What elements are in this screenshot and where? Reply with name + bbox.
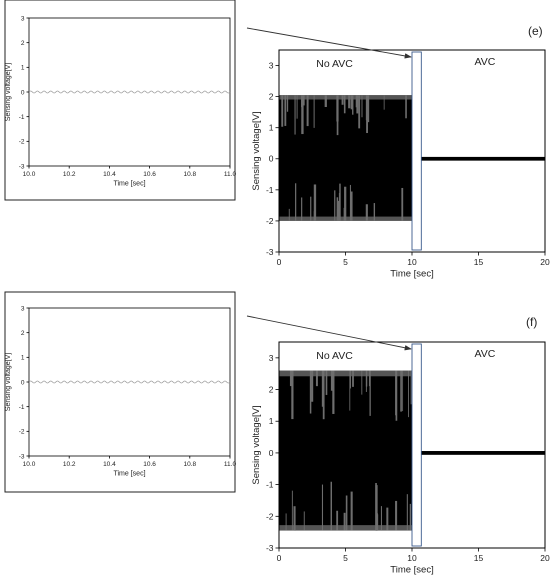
y-axis-label: Sensing voltage[V] xyxy=(251,111,262,190)
no-avc-signal-streaks xyxy=(285,370,412,531)
y-tick-label: 3 xyxy=(21,305,25,312)
x-tick-label: 0 xyxy=(277,257,282,267)
x-tick-label: 10 xyxy=(407,257,417,267)
x-tick-label: 15 xyxy=(474,257,484,267)
y-tick-label: -1 xyxy=(266,480,274,490)
y-tick-label: 0 xyxy=(21,379,25,386)
y-tick-label: 0 xyxy=(269,448,274,458)
zoom-window-box xyxy=(411,51,422,251)
y-tick-label: -2 xyxy=(19,429,25,436)
voltage-trace xyxy=(28,380,231,384)
y-tick-label: -3 xyxy=(19,453,25,460)
x-axis-label: Time [sec] xyxy=(113,471,145,478)
y-tick-label: -2 xyxy=(19,139,25,146)
y-tick-label: 1 xyxy=(269,123,274,133)
y-axis-label: Sensing voltage[V] xyxy=(5,63,12,121)
y-tick-label: -1 xyxy=(266,185,274,195)
y-tick-label: -1 xyxy=(19,404,25,411)
y-axis-label: Sensing voltage[V] xyxy=(5,353,12,411)
y-tick-label: -3 xyxy=(266,247,274,257)
x-tick-label: 20 xyxy=(540,257,550,267)
no-avc-signal-core xyxy=(279,376,412,526)
y-tick-label: 1 xyxy=(21,355,25,362)
y-tick-label: 2 xyxy=(21,330,25,337)
x-tick-label: 5 xyxy=(343,553,348,563)
x-tick-label: 10.2 xyxy=(63,171,76,178)
y-tick-label: 2 xyxy=(269,385,274,395)
x-tick-label: 10 xyxy=(407,553,417,563)
y-tick-label: -2 xyxy=(266,511,274,521)
inset-frame xyxy=(4,0,236,201)
y-tick-label: 3 xyxy=(21,15,25,22)
zoom-window-box xyxy=(411,343,422,547)
y-tick-label: 2 xyxy=(269,92,274,102)
x-tick-label: 11.0 xyxy=(224,461,237,468)
avc-signal xyxy=(412,156,545,161)
x-tick-label: 11.0 xyxy=(224,171,237,178)
x-tick-label: 15 xyxy=(474,553,484,563)
x-tick-label: 20 xyxy=(540,553,550,563)
panel-label: (f) xyxy=(526,315,537,329)
x-tick-label: 10.0 xyxy=(23,461,36,468)
avc-signal xyxy=(412,451,545,455)
x-tick-label: 10.8 xyxy=(183,461,196,468)
x-tick-label: 10.6 xyxy=(143,461,156,468)
y-tick-label: 3 xyxy=(269,61,274,71)
y-axis-label: Sensing voltage[V] xyxy=(251,405,262,484)
y-tick-label: -1 xyxy=(19,114,25,121)
avc-annotation: AVC xyxy=(475,56,496,68)
x-axis-label: Time [sec] xyxy=(113,181,145,188)
y-tick-label: -3 xyxy=(266,543,274,553)
y-tick-label: 2 xyxy=(21,40,25,47)
y-tick-label: -3 xyxy=(19,163,25,170)
x-tick-label: 10.6 xyxy=(143,171,156,178)
x-tick-label: 10.2 xyxy=(63,461,76,468)
inset-frame xyxy=(4,291,236,493)
y-tick-label: 3 xyxy=(269,353,274,363)
y-tick-label: -2 xyxy=(266,216,274,226)
e-inset-panel: 10.0 10.2 10.4 10.6 10.8 11.0 3 2 1 0 -1 -2 -3 Time [… xyxy=(4,0,237,201)
x-tick-label: 10.8 xyxy=(183,171,196,178)
voltage-trace xyxy=(28,90,231,94)
y-tick-label: 1 xyxy=(269,416,274,426)
y-tick-label: 0 xyxy=(269,154,274,164)
zoom-pointer-arrow xyxy=(246,27,412,59)
x-tick-label: 5 xyxy=(343,257,348,267)
y-tick-label: 1 xyxy=(21,65,25,72)
x-tick-label: 10.0 xyxy=(23,171,36,178)
x-axis-label: Time [sec] xyxy=(390,269,433,280)
x-tick-label: 10.4 xyxy=(103,171,116,178)
y-tick-label: 0 xyxy=(21,89,25,96)
no-avc-signal-streaks xyxy=(281,95,407,221)
avc-annotation: AVC xyxy=(475,348,496,360)
x-axis-label: Time [sec] xyxy=(390,565,433,576)
f-inset-panel: 10.0 10.2 10.4 10.6 10.8 11.0 3 2 1 0 -1 -2 -3 Time [… xyxy=(4,291,237,493)
no-avc-annotation: No AVC xyxy=(316,350,353,362)
panel-label: (e) xyxy=(528,24,543,38)
zoom-pointer-arrow xyxy=(246,315,412,351)
x-tick-label: 0 xyxy=(277,553,282,563)
no-avc-annotation: No AVC xyxy=(316,58,353,70)
x-tick-label: 10.4 xyxy=(103,461,116,468)
